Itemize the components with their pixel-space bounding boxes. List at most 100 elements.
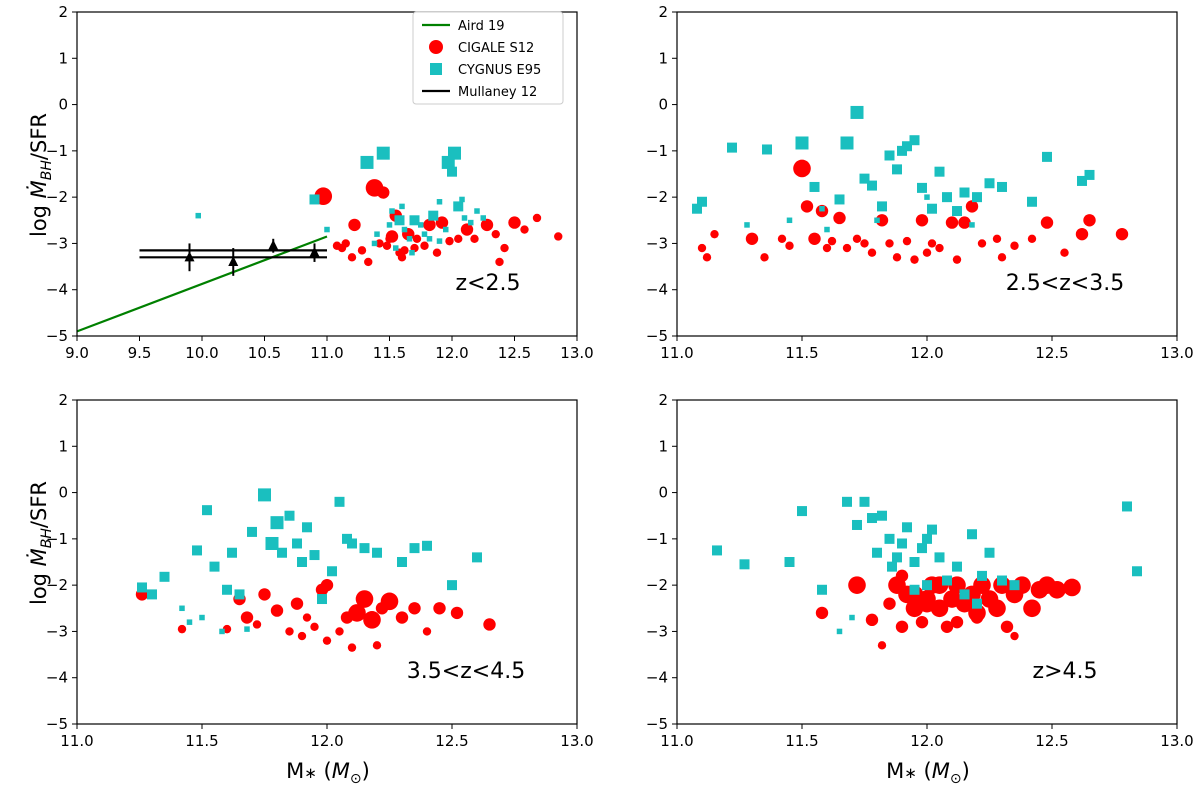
cygnus-point xyxy=(942,575,952,586)
y-tick-label: 2 xyxy=(658,391,668,409)
x-tick-label: 12.5 xyxy=(435,732,468,750)
cigale-point xyxy=(958,216,971,229)
cygnus-point xyxy=(371,240,378,247)
cigale-point xyxy=(910,255,919,264)
cygnus-point xyxy=(389,208,395,214)
cigale-point xyxy=(808,232,821,245)
cigale-point xyxy=(922,248,932,257)
y-tick-label: −1 xyxy=(46,142,68,160)
cigale-point xyxy=(710,229,719,239)
cygnus-point xyxy=(877,510,887,521)
cygnus-point xyxy=(877,201,887,212)
data-layer xyxy=(712,496,1142,650)
cygnus-point xyxy=(399,203,405,210)
x-tick-label: 10.0 xyxy=(185,344,218,362)
x-tick-label: 13.0 xyxy=(560,344,593,362)
cygnus-point xyxy=(840,136,854,150)
cigale-point xyxy=(252,620,262,629)
cigale-point xyxy=(935,243,944,253)
cygnus-point xyxy=(480,215,486,221)
cygnus-point xyxy=(817,584,827,595)
cigale-point xyxy=(435,216,449,229)
y-tick-label: −5 xyxy=(646,327,668,345)
x-tick-label: 11.0 xyxy=(60,732,93,750)
cigale-point xyxy=(460,223,474,236)
y-tick-label: −2 xyxy=(46,576,68,594)
y-tick-label: −3 xyxy=(646,234,668,252)
x-tick-label: 13.0 xyxy=(1160,732,1193,750)
cygnus-point xyxy=(697,196,707,207)
ylabel-top: log ṀBH/SFR xyxy=(26,113,55,237)
cygnus-point xyxy=(386,222,393,228)
legend-cigale-swatch xyxy=(429,40,443,54)
cygnus-point xyxy=(297,557,307,567)
cigale-point xyxy=(1010,631,1019,641)
cigale-point xyxy=(997,253,1007,262)
cygnus-point xyxy=(219,628,225,635)
cygnus-point xyxy=(222,584,232,595)
cygnus-point xyxy=(393,245,399,251)
cigale-point xyxy=(337,243,347,253)
cigale-point xyxy=(952,255,962,264)
cigale-point xyxy=(397,253,407,262)
xlabel-star: ∗ xyxy=(304,764,317,782)
cigale-point xyxy=(222,624,232,634)
cigale-point xyxy=(1023,599,1041,618)
cigale-point xyxy=(860,239,869,248)
cigale-point xyxy=(420,241,429,250)
cigale-point xyxy=(745,232,759,245)
y-tick-label: −1 xyxy=(646,530,668,548)
xlabel-star: ∗ xyxy=(904,764,917,782)
ylabel-sub: BH xyxy=(39,160,55,181)
cygnus-point xyxy=(902,522,912,533)
cygnus-point xyxy=(265,536,279,550)
cygnus-point xyxy=(824,226,830,233)
legend: Aird 19 CIGALE S12 CYGNUS E95 Mullaney 1… xyxy=(412,11,564,105)
x-tick-label: 13.0 xyxy=(1160,344,1193,362)
cigale-point xyxy=(290,597,304,610)
panel-2: 11.0 11.5 12.0 12.5 13.0 −5 −4 −3 −2 −1 0 1 2 2.5<z<3… xyxy=(646,3,1194,362)
cygnus-point xyxy=(1122,501,1132,512)
cygnus-point xyxy=(302,522,312,533)
cygnus-point xyxy=(1132,566,1142,577)
cygnus-point xyxy=(867,180,877,191)
cigale-point xyxy=(950,615,964,629)
cigale-point xyxy=(785,241,794,250)
ylabel-prefix: log xyxy=(27,198,51,237)
cygnus-point xyxy=(909,135,920,146)
cigale-point xyxy=(335,627,344,636)
cygnus-point xyxy=(984,547,995,558)
cygnus-point xyxy=(394,215,405,226)
cygnus-point xyxy=(258,488,271,502)
cygnus-point xyxy=(762,144,772,155)
cigale-point xyxy=(240,611,254,624)
redshift-annotation: 2.5<z<3.5 xyxy=(1006,271,1124,296)
redshift-annotation: 3.5<z<4.5 xyxy=(407,659,525,684)
y-tick-label: −1 xyxy=(46,530,68,548)
xlabel-sun: ⊙ xyxy=(950,771,962,787)
cygnus-point xyxy=(436,238,443,244)
cygnus-point xyxy=(842,496,852,507)
mullaney-point xyxy=(309,246,320,257)
cigale-point xyxy=(892,253,902,262)
cigale-point xyxy=(992,234,1002,243)
legend-mullaney-label: Mullaney 12 xyxy=(458,85,537,100)
cygnus-point xyxy=(867,513,877,524)
cigale-point xyxy=(875,214,889,227)
cygnus-point xyxy=(997,181,1007,192)
cygnus-point xyxy=(472,552,482,563)
cigale-point xyxy=(302,613,312,622)
cigale-point xyxy=(915,214,929,227)
cygnus-point xyxy=(692,203,702,214)
cygnus-point xyxy=(859,496,870,507)
cygnus-point xyxy=(159,571,170,582)
redshift-annotation: z<2.5 xyxy=(456,271,521,296)
cygnus-point xyxy=(909,584,920,595)
cygnus-point xyxy=(202,505,212,516)
cigale-point xyxy=(940,620,954,633)
cigale-point xyxy=(927,239,937,248)
cygnus-point xyxy=(324,226,330,233)
xlabel-open: ( xyxy=(317,759,332,783)
cygnus-point xyxy=(909,557,920,567)
